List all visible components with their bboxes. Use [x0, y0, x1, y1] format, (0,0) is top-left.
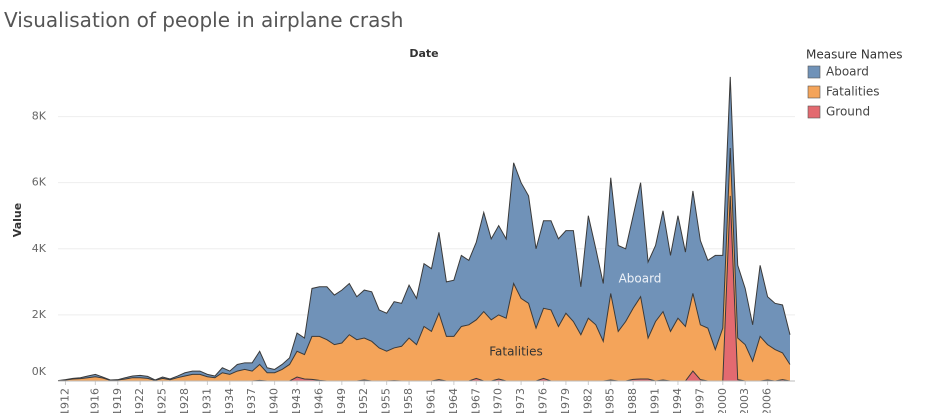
- y-tick-label: 4K: [32, 242, 47, 255]
- legend-swatch: [807, 85, 821, 99]
- area-outline: [57, 147, 791, 382]
- y-tick-label: 2K: [32, 308, 47, 321]
- x-tick-label: 1940: [268, 388, 281, 413]
- x-tick-label: 1943: [290, 388, 303, 413]
- x-tick-label: 1916: [88, 388, 101, 413]
- x-tick-label: 1961: [424, 388, 437, 413]
- x-tick-label: 1973: [514, 388, 527, 413]
- x-header: Date: [409, 47, 438, 60]
- annotation: Aboard: [619, 272, 662, 286]
- y-tick-label: 0K: [32, 365, 47, 378]
- area: [58, 76, 790, 382]
- x-tick-label: 1934: [223, 388, 236, 413]
- x-tick-label: 1988: [626, 388, 639, 413]
- x-tick-label: 1952: [357, 388, 370, 413]
- x-tick-label: 1925: [156, 388, 169, 413]
- x-tick-label: 1967: [469, 388, 482, 413]
- x-tick-label: 1982: [581, 388, 594, 413]
- x-tick-label: 2006: [761, 388, 774, 413]
- area-outline: [57, 76, 791, 382]
- x-tick-label: 2003: [738, 388, 751, 413]
- x-tick-label: 1919: [111, 388, 124, 413]
- x-tick-label: 1931: [200, 388, 213, 413]
- x-tick-label: 1985: [604, 388, 617, 413]
- x-tick-label: 1970: [492, 388, 505, 413]
- area: [58, 147, 790, 381]
- y-tick-label: 6K: [32, 176, 47, 189]
- x-tick-label: 1979: [559, 388, 572, 413]
- x-tick-label: 1964: [447, 388, 460, 413]
- x-tick-label: 1946: [312, 388, 325, 413]
- annotation: Fatalities: [489, 345, 543, 359]
- x-tick-label: 1976: [537, 388, 550, 413]
- legend-swatch: [807, 105, 821, 119]
- y-axis-label: Value: [11, 203, 24, 237]
- x-tick-label: 1958: [402, 388, 415, 413]
- y-tick-label: 8K: [32, 110, 47, 123]
- x-tick-label: 1928: [178, 388, 191, 413]
- x-tick-label: 1994: [671, 388, 684, 413]
- legend-text: Fatalities: [826, 85, 880, 99]
- x-tick-label: 1912: [58, 388, 71, 413]
- legend-title: Measure Names: [806, 48, 902, 62]
- x-tick-label: 1949: [335, 388, 348, 413]
- chart-title: Visualisation of people in airplane cras…: [4, 8, 403, 32]
- x-tick-label: 1997: [693, 388, 706, 413]
- legend-text: Ground: [826, 105, 870, 119]
- legend-text: Aboard: [826, 65, 869, 79]
- legend-swatch: [807, 65, 821, 79]
- x-tick-label: 1922: [133, 388, 146, 413]
- x-tick-label: 1937: [245, 388, 258, 413]
- x-tick-label: 2000: [716, 388, 729, 413]
- x-tick-label: 1991: [649, 388, 662, 413]
- x-tick-label: 1955: [380, 388, 393, 413]
